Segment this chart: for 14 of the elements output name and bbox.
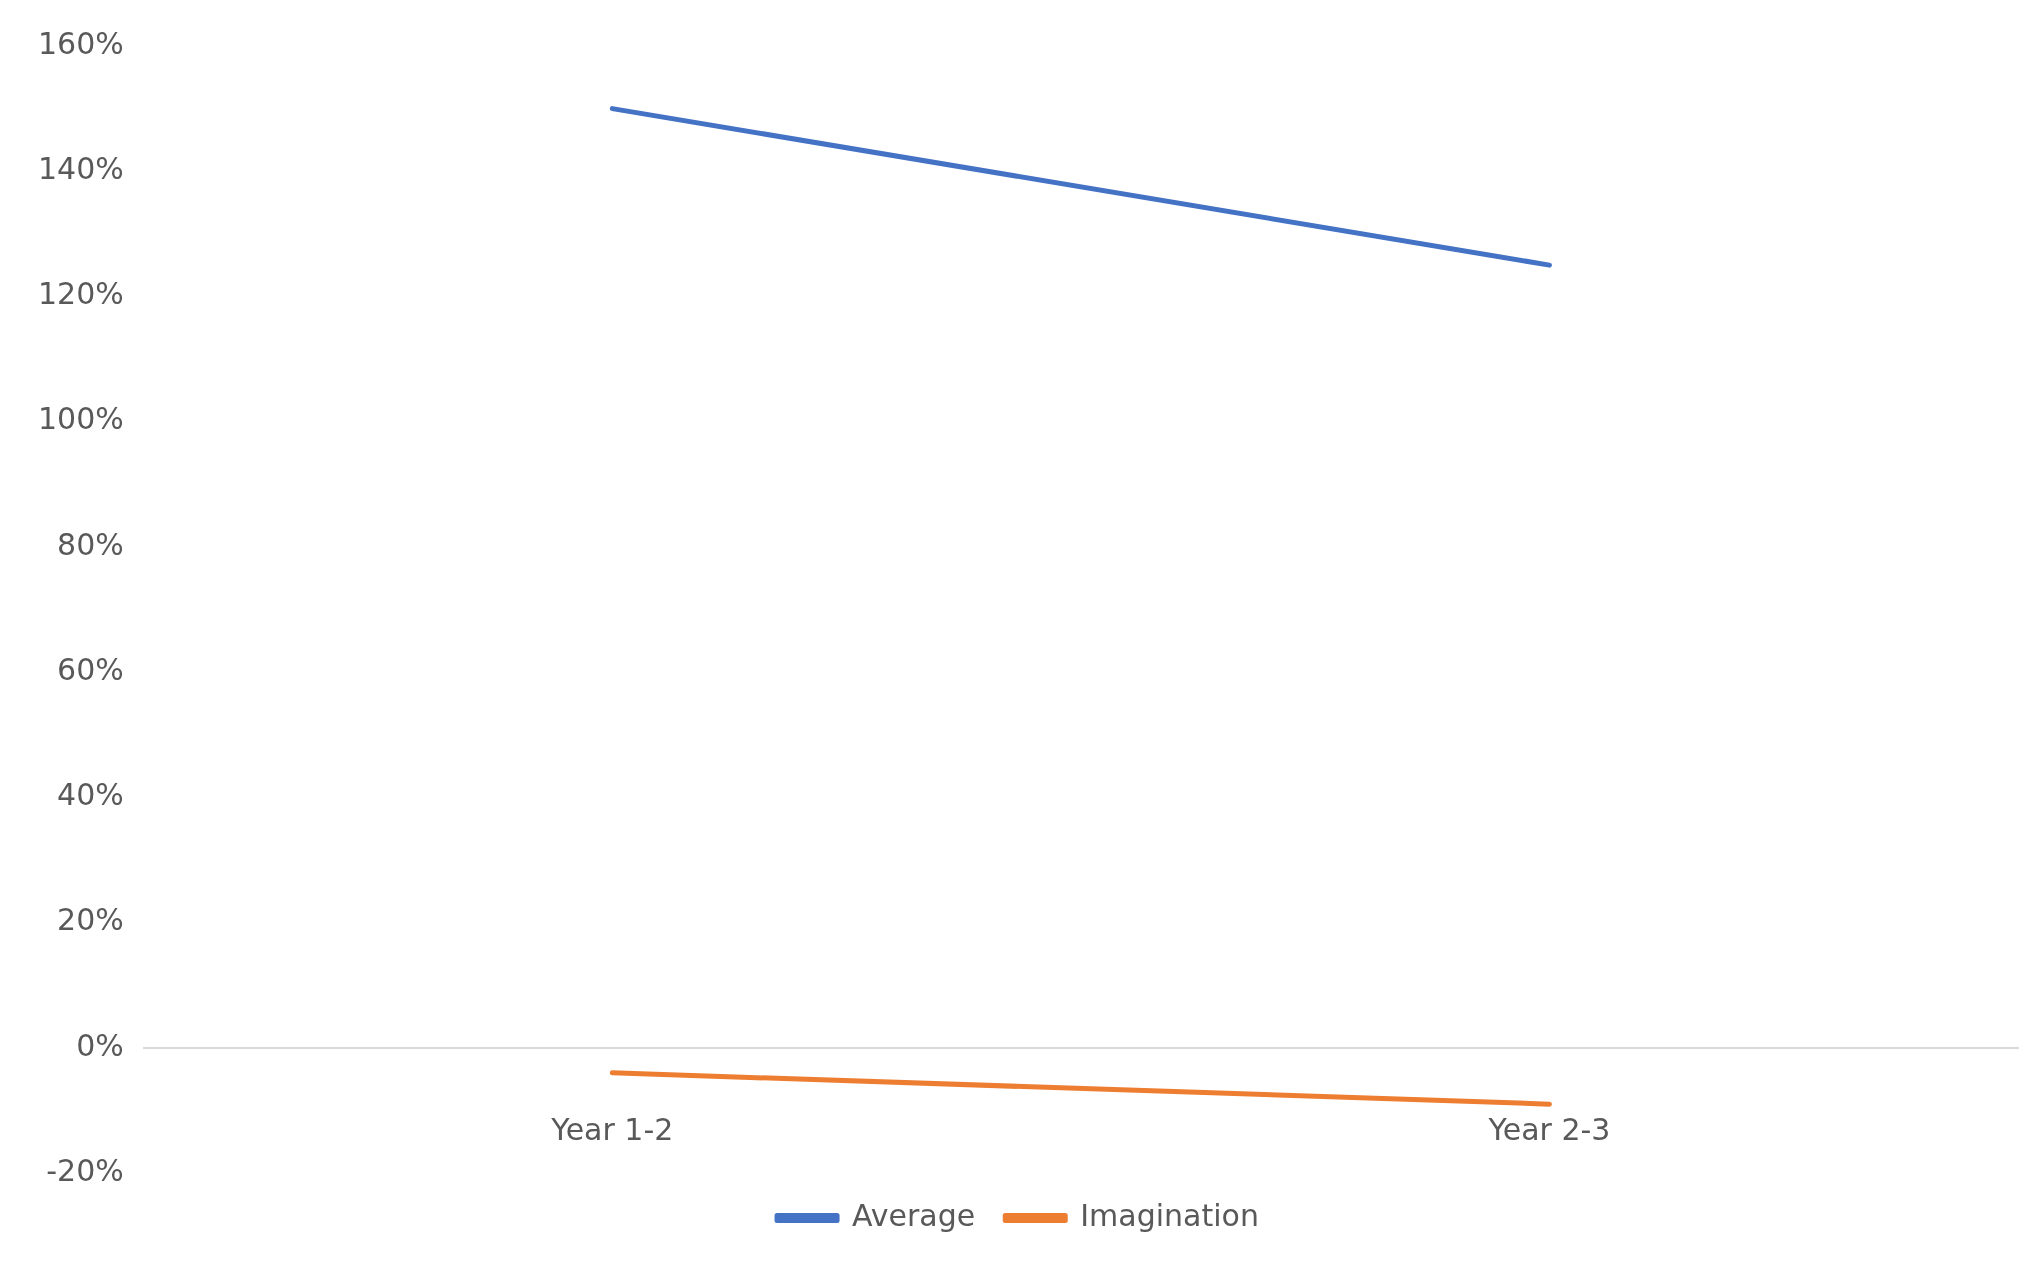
y-tick-label: 20% (57, 902, 124, 938)
y-tick-label: 80% (57, 526, 124, 562)
x-tick-label: Year 1-2 (550, 1111, 674, 1147)
y-tick-label: 40% (57, 777, 124, 813)
legend-label: Imagination (1080, 1197, 1259, 1233)
y-tick-label: 100% (37, 401, 124, 437)
y-tick-label: 160% (37, 25, 124, 61)
legend-label: Average (852, 1197, 976, 1233)
y-tick-label: -20% (46, 1152, 124, 1188)
y-tick-label: 60% (57, 651, 124, 687)
y-tick-label: 140% (37, 151, 124, 187)
y-tick-label: 0% (76, 1027, 124, 1063)
y-tick-label: 120% (37, 276, 124, 312)
x-tick-label: Year 2-3 (1487, 1111, 1611, 1147)
